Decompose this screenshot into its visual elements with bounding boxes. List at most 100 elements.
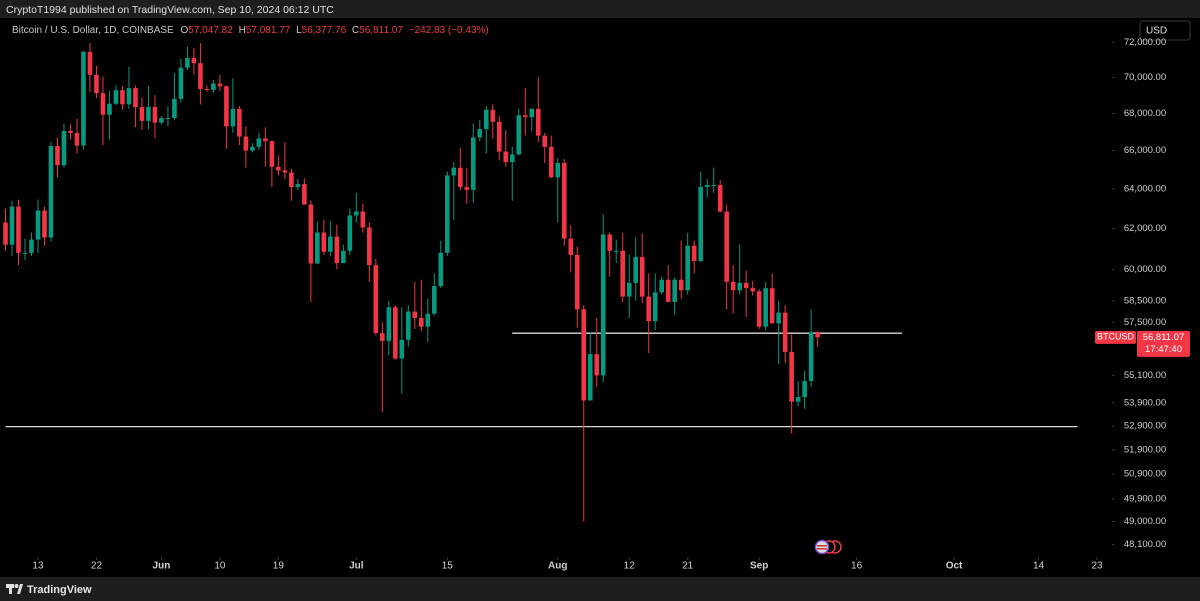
candle-body bbox=[522, 115, 528, 118]
candle-body bbox=[230, 108, 236, 127]
candle-body bbox=[276, 166, 281, 171]
event-icon[interactable] bbox=[814, 539, 830, 555]
candle-body bbox=[282, 170, 288, 173]
candle-body bbox=[704, 185, 710, 188]
candle-body bbox=[717, 185, 723, 212]
x-tick-label: 10 bbox=[214, 561, 226, 572]
candle-body bbox=[113, 90, 119, 104]
candle-body bbox=[490, 109, 496, 122]
y-tick-label: 53,900.00 bbox=[1124, 397, 1166, 408]
candle-body bbox=[360, 211, 366, 228]
candle-body bbox=[133, 88, 138, 108]
candle-body bbox=[568, 238, 574, 255]
candle-body bbox=[587, 354, 593, 401]
candle-body bbox=[146, 107, 151, 121]
candle-body bbox=[756, 291, 762, 327]
y-tick-label: 62,000.00 bbox=[1124, 223, 1166, 234]
y-tick-label: 48,100.00 bbox=[1124, 539, 1166, 550]
candle-body bbox=[22, 252, 28, 254]
candle-body bbox=[94, 74, 99, 94]
candle-body bbox=[87, 51, 93, 75]
candle-body bbox=[29, 239, 34, 253]
symbol-tag-label: BTCUSD bbox=[1097, 332, 1135, 342]
y-tick-label: 58,500.00 bbox=[1124, 295, 1166, 306]
candle-body bbox=[373, 265, 379, 334]
candle-body bbox=[672, 279, 677, 302]
candle-body bbox=[263, 138, 268, 142]
legend-o: 57,047.82 bbox=[188, 25, 233, 36]
y-tick-label: 55,100.00 bbox=[1124, 370, 1166, 381]
candle-body bbox=[412, 311, 418, 318]
candle-body bbox=[555, 162, 561, 178]
logo-shape bbox=[14, 584, 19, 588]
logo-shape bbox=[17, 584, 23, 594]
candle-body bbox=[665, 279, 671, 302]
candle-body bbox=[509, 154, 515, 163]
candle-body bbox=[419, 317, 424, 327]
candle-body bbox=[451, 167, 457, 176]
candle-body bbox=[243, 136, 249, 151]
x-tick-label: Jul bbox=[349, 561, 364, 572]
candle-body bbox=[782, 312, 788, 352]
candle-body bbox=[347, 215, 353, 251]
candle-body bbox=[386, 307, 392, 341]
legend-o-label: O bbox=[181, 25, 189, 36]
banner-text: CryptoT1994 published on TradingView.com… bbox=[6, 4, 334, 16]
candle-body bbox=[432, 286, 437, 314]
candle-body bbox=[308, 204, 314, 264]
candle-body bbox=[483, 109, 489, 130]
candle-body bbox=[776, 312, 781, 324]
candle-body bbox=[321, 232, 327, 252]
candle-body bbox=[685, 245, 690, 291]
legend: Bitcoin / U.S. Dollar, 1D, COINBASE O57,… bbox=[12, 25, 489, 36]
symbol-tag bbox=[1095, 330, 1136, 344]
currency-button[interactable] bbox=[1139, 20, 1191, 41]
price-tag-label: 56,811.07 bbox=[1143, 332, 1185, 343]
candle-body bbox=[269, 141, 275, 167]
x-tick-label: 16 bbox=[851, 561, 863, 572]
currency-label: USD bbox=[1146, 26, 1167, 37]
banner-bar bbox=[0, 0, 1200, 18]
y-tick-label: 64,000.00 bbox=[1124, 183, 1166, 194]
candle-body bbox=[464, 187, 470, 190]
candle-body bbox=[477, 129, 483, 138]
candle-body bbox=[620, 250, 626, 297]
candle-body bbox=[295, 184, 301, 188]
candle-body bbox=[191, 57, 197, 64]
flag-stripe bbox=[817, 548, 827, 550]
candle-body bbox=[542, 135, 548, 147]
candle-body bbox=[769, 288, 775, 324]
x-tick-label: 19 bbox=[273, 561, 285, 572]
candle-body bbox=[808, 332, 814, 382]
candle-body bbox=[652, 292, 658, 322]
candle-body bbox=[659, 279, 665, 293]
y-tick-label: 66,000.00 bbox=[1124, 145, 1166, 156]
candle-body bbox=[399, 339, 405, 359]
candle-body bbox=[3, 222, 8, 245]
candle-body bbox=[198, 63, 203, 89]
candle-body bbox=[470, 137, 476, 190]
countdown: 17:47:40 bbox=[1145, 344, 1182, 355]
y-tick-label: 49,900.00 bbox=[1124, 493, 1166, 504]
brand-logo bbox=[6, 584, 23, 594]
x-tick-label: 15 bbox=[442, 561, 454, 572]
candle-body bbox=[393, 307, 398, 359]
candle-body bbox=[204, 88, 210, 90]
legend-l: 56,377.76 bbox=[302, 25, 347, 36]
candle-body bbox=[613, 250, 619, 252]
candle-body bbox=[763, 288, 768, 327]
y-tick-label: 72,000.00 bbox=[1124, 37, 1166, 48]
candle-body bbox=[74, 133, 80, 146]
candle-body bbox=[42, 210, 47, 238]
candle-body bbox=[626, 282, 632, 297]
x-tick-label: 14 bbox=[1033, 561, 1045, 572]
candle-body bbox=[354, 211, 359, 216]
y-tick-label: 68,000.00 bbox=[1124, 108, 1166, 119]
candle-body bbox=[607, 234, 613, 251]
x-tick-label: Sep bbox=[750, 561, 768, 572]
candle-body bbox=[185, 57, 190, 68]
candle-body bbox=[750, 288, 755, 292]
candle-body bbox=[548, 146, 554, 178]
candle-body bbox=[172, 98, 177, 119]
